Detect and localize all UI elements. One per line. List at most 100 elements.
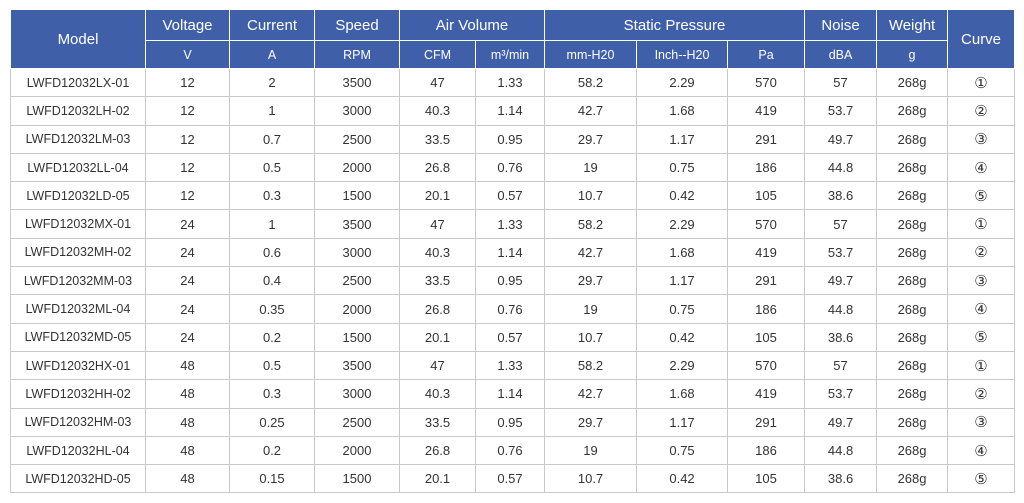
cell-inch-h20: 1.68 (636, 379, 729, 409)
unit-pa: Pa (727, 40, 806, 69)
cell-pa: 105 (727, 464, 806, 494)
table-row: LWFD12032HH-02 48 0.3 3000 40.3 1.14 42.7 1.68 4… (10, 379, 1016, 409)
cell-inch-h20: 0.42 (636, 181, 729, 211)
cell-model: LWFD12032MH-02 (10, 237, 146, 268)
cell-current: 0.3 (229, 379, 315, 409)
cell-m3-min: 0.95 (474, 124, 546, 154)
cell-current: 0.2 (229, 322, 315, 352)
cell-weight: 268g (876, 96, 949, 126)
cell-inch-h20: 1.17 (636, 124, 729, 154)
cell-speed: 1500 (314, 181, 400, 211)
cell-current: 0.15 (229, 464, 315, 494)
cell-cfm: 26.8 (399, 294, 476, 324)
cell-speed: 3500 (314, 350, 400, 381)
cell-voltage: 24 (145, 209, 230, 239)
cell-weight: 268g (876, 379, 949, 409)
cell-cfm: 26.8 (399, 435, 476, 466)
cell-curve: ④ (947, 152, 1016, 183)
cell-pa: 419 (727, 96, 806, 126)
cell-speed: 3500 (314, 67, 400, 98)
cell-weight: 268g (876, 435, 949, 466)
cell-mm-h20: 19 (544, 294, 638, 324)
cell-curve: ① (947, 67, 1016, 98)
cell-voltage: 24 (145, 266, 230, 296)
cell-voltage: 48 (145, 350, 230, 381)
cell-cfm: 20.1 (399, 181, 476, 211)
cell-cfm: 33.5 (399, 407, 476, 437)
cell-inch-h20: 0.42 (636, 322, 729, 352)
cell-noise: 57 (804, 209, 878, 239)
cell-inch-h20: 0.75 (636, 152, 729, 183)
cell-curve: ⑤ (947, 322, 1016, 352)
cell-voltage: 12 (145, 181, 230, 211)
cell-model: LWFD12032LL-04 (10, 152, 146, 183)
cell-curve: ⑤ (947, 464, 1016, 494)
cell-speed: 3000 (314, 96, 400, 126)
cell-weight: 268g (876, 266, 949, 296)
cell-curve: ② (947, 96, 1016, 126)
cell-curve: ③ (947, 266, 1016, 296)
cell-model: LWFD12032LX-01 (10, 67, 146, 98)
cell-pa: 105 (727, 322, 806, 352)
cell-model: LWFD12032HH-02 (10, 379, 146, 409)
header-air-volume: Air Volume (398, 9, 546, 41)
cell-pa: 570 (727, 67, 806, 98)
header-current: Current (229, 9, 315, 41)
cell-curve: ② (947, 237, 1016, 268)
cell-current: 0.4 (229, 266, 315, 296)
cell-inch-h20: 1.17 (636, 266, 729, 296)
cell-speed: 3000 (314, 379, 400, 409)
cell-m3-min: 1.33 (474, 350, 546, 381)
cell-noise: 57 (804, 67, 878, 98)
cell-weight: 268g (876, 67, 949, 98)
cell-speed: 2000 (314, 294, 400, 324)
cell-voltage: 48 (145, 407, 230, 437)
cell-m3-min: 0.57 (474, 181, 546, 211)
cell-voltage: 12 (145, 67, 230, 98)
cell-current: 0.7 (229, 124, 315, 154)
table-row: LWFD12032HL-04 48 0.2 2000 26.8 0.76 19 0.75 186… (10, 435, 1016, 466)
cell-current: 0.5 (229, 350, 315, 381)
cell-inch-h20: 1.68 (636, 237, 729, 268)
unit-speed: RPM (314, 40, 400, 69)
spec-table-container: Model Voltage Current Speed Air Volume S… (10, 9, 1016, 494)
cell-weight: 268g (876, 181, 949, 211)
fan-spec-table: Model Voltage Current Speed Air Volume S… (10, 9, 1016, 494)
cell-inch-h20: 0.42 (636, 464, 729, 494)
cell-curve: ⑤ (947, 181, 1016, 211)
cell-mm-h20: 42.7 (544, 379, 638, 409)
unit-weight-g: g (876, 40, 949, 69)
cell-inch-h20: 2.29 (636, 209, 729, 239)
table-row: LWFD12032LH-02 12 1 3000 40.3 1.14 42.7 1.68 419… (10, 96, 1016, 126)
header-voltage: Voltage (145, 9, 230, 41)
cell-model: LWFD12032HM-03 (10, 407, 146, 437)
cell-model: LWFD12032HD-05 (10, 464, 146, 494)
table-body: LWFD12032LX-01 12 2 3500 47 1.33 58.2 2.29 570 57… (10, 67, 1016, 494)
cell-m3-min: 0.76 (474, 152, 546, 183)
unit-cfm: CFM (399, 40, 476, 69)
unit-inch-h20: Inch--H20 (636, 40, 729, 69)
cell-current: 1 (229, 209, 315, 239)
cell-m3-min: 1.33 (474, 209, 546, 239)
cell-noise: 49.7 (804, 407, 878, 437)
cell-pa: 419 (727, 379, 806, 409)
header-speed: Speed (314, 9, 400, 41)
cell-speed: 2000 (314, 435, 400, 466)
cell-current: 1 (229, 96, 315, 126)
cell-voltage: 12 (145, 152, 230, 183)
cell-noise: 49.7 (804, 266, 878, 296)
header-curve: Curve (947, 9, 1016, 69)
cell-model: LWFD12032LM-03 (10, 124, 146, 154)
cell-voltage: 12 (145, 96, 230, 126)
cell-pa: 291 (727, 124, 806, 154)
header-noise: Noise (804, 9, 878, 41)
table-row: LWFD12032HX-01 48 0.5 3500 47 1.33 58.2 2.29 570… (10, 350, 1016, 381)
cell-curve: ① (947, 209, 1016, 239)
cell-weight: 268g (876, 322, 949, 352)
cell-m3-min: 1.33 (474, 67, 546, 98)
cell-cfm: 26.8 (399, 152, 476, 183)
cell-current: 0.5 (229, 152, 315, 183)
cell-m3-min: 0.95 (474, 407, 546, 437)
cell-pa: 186 (727, 152, 806, 183)
cell-mm-h20: 42.7 (544, 237, 638, 268)
